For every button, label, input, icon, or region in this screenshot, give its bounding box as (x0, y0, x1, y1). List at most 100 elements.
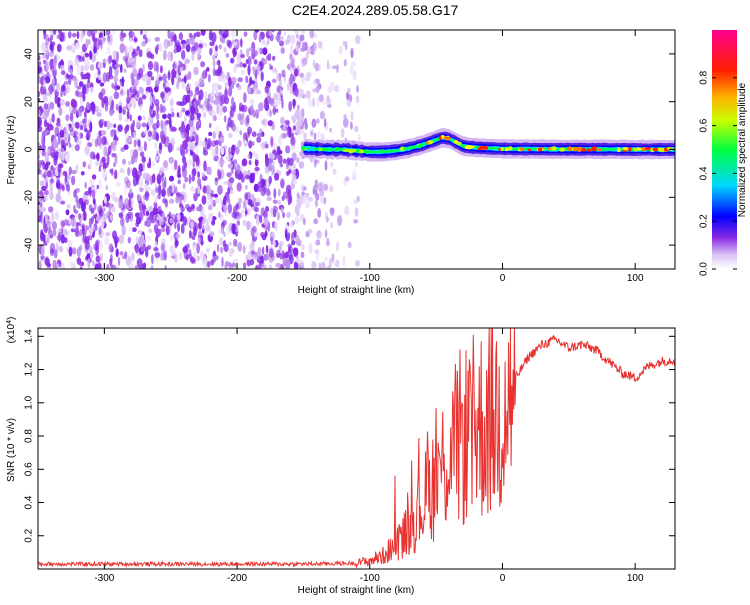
spectrogram-noise-blob (96, 135, 103, 147)
spectrogram-noise-blob (42, 79, 47, 90)
spectrogram-noise-blob (43, 189, 50, 196)
spectrogram-noise-blob (97, 205, 103, 214)
spectrogram-noise-blob (66, 45, 72, 51)
spectrogram-track-hotspot (559, 147, 566, 152)
spectrogram-noise-blob (292, 98, 296, 107)
spectrogram-noise-blob (141, 122, 147, 128)
spectrogram-noise-blob (143, 262, 146, 269)
spectrogram-track-hotspot (657, 147, 662, 152)
spectrogram-ytick-label: 40 (24, 48, 35, 60)
spectrogram-noise-blob (257, 185, 262, 193)
spectrogram-noise-blob (274, 108, 279, 113)
spectrogram-noise-blob (145, 173, 151, 182)
spectrogram-noise-blob (263, 217, 269, 227)
spectrogram-noise-blob (243, 139, 248, 145)
spectrogram-noise-blob (43, 222, 48, 234)
spectrogram-noise-blob (328, 63, 332, 70)
spectrogram-noise-blob (222, 220, 226, 228)
spectrogram-noise-blob (207, 143, 211, 148)
spectrogram-noise-blob (240, 163, 243, 173)
spectrogram-noise-blob (282, 158, 287, 164)
spectrogram-noise-blob (150, 53, 155, 60)
spectrogram-noise-blob (148, 206, 153, 212)
spectrogram-noise-blob (323, 197, 327, 205)
spectrogram-noise-blob (171, 182, 175, 194)
spectrogram-noise-blob (130, 72, 135, 80)
spectrogram-noise-blob (45, 237, 49, 244)
spectrogram-noise-blob (136, 46, 140, 51)
spectrogram-noise-blob (58, 245, 64, 253)
spectrogram-noise-blob (268, 248, 274, 258)
spectrogram-noise-blob (207, 193, 212, 200)
spectrogram-noise-blob (40, 41, 46, 53)
spectrogram-noise-blob (297, 88, 303, 97)
spectrogram-noise-region (38, 30, 361, 269)
spectrogram-noise-blob (230, 57, 235, 64)
spectrogram-noise-blob (149, 106, 152, 115)
spectrogram-noise-blob (141, 203, 146, 210)
spectrogram-noise-blob (269, 109, 272, 117)
spectrogram-noise-blob (38, 97, 41, 102)
spectrogram-noise-blob (147, 116, 153, 127)
spectrogram-noise-blob (59, 171, 63, 177)
spectrogram-noise-blob (247, 56, 252, 66)
spectrogram-noise-blob (58, 30, 62, 35)
spectrogram-noise-blob (240, 53, 245, 59)
spectrogram-noise-blob (210, 89, 215, 97)
spectrogram-noise-blob (211, 110, 217, 122)
spectrogram-noise-blob (60, 262, 65, 269)
spectrogram-noise-blob (167, 40, 171, 47)
spectrogram-noise-blob (127, 236, 132, 244)
spectrogram-noise-blob (288, 62, 292, 71)
spectrogram-noise-blob (123, 144, 129, 150)
spectrogram-noise-blob (102, 168, 107, 179)
spectrogram-noise-blob (105, 30, 111, 36)
spectrogram-noise-blob (45, 213, 48, 224)
spectrogram-noise-blob (351, 62, 356, 67)
spectrogram-noise-blob (163, 250, 168, 261)
spectrogram-noise-blob (55, 211, 59, 221)
spectrogram-noise-blob (283, 31, 287, 36)
spectrogram-track-hotspot (627, 147, 632, 152)
spectrogram-noise-blob (185, 110, 190, 116)
spectrogram-noise-blob (209, 47, 213, 56)
snr-ytick-label: 0.6 (24, 462, 35, 476)
spectrogram-noise-blob (353, 198, 358, 205)
spectrogram-noise-blob (109, 109, 115, 114)
spectrogram-noise-blob (40, 255, 45, 261)
spectrogram-noise-blob (98, 240, 103, 251)
spectrogram-noise-blob (208, 166, 212, 176)
spectrogram-noise-blob (301, 63, 305, 68)
spectrogram-noise-blob (305, 51, 309, 60)
spectrogram-noise-blob (156, 216, 161, 221)
spectrogram-noise-blob (131, 154, 135, 165)
spectrogram-noise-blob (201, 195, 207, 205)
spectrogram-noise-blob (102, 58, 108, 64)
spectrogram-noise-blob (147, 70, 153, 78)
colorbar-tick-label: 0.2 (699, 214, 710, 228)
spectrogram-noise-blob (74, 188, 77, 199)
spectrogram-noise-blob (130, 97, 136, 107)
spectrogram-noise-blob (49, 234, 53, 239)
spectrogram-noise-blob (115, 181, 121, 187)
spectrogram-noise-blob (52, 138, 58, 150)
spectrogram-noise-blob (76, 30, 80, 40)
spectrogram-noise-blob (179, 110, 183, 117)
spectrogram-noise-blob (260, 61, 264, 70)
spectrogram-noise-blob (329, 207, 335, 217)
spectrogram-noise-blob (43, 195, 48, 202)
spectrogram-noise-blob (170, 235, 173, 242)
snr-ytick-label: 0.4 (24, 495, 35, 509)
spectrogram-noise-blob (103, 146, 108, 157)
spectrogram-noise-blob (199, 104, 203, 109)
spectrogram-noise-blob (331, 253, 335, 263)
spectrogram-noise-blob (323, 117, 327, 128)
spectrogram-noise-blob (260, 207, 265, 217)
spectrogram-noise-blob (65, 114, 70, 122)
spectrogram-noise-blob (182, 182, 186, 190)
colorbar-tick-label: 0.6 (699, 118, 710, 132)
spectrogram-noise-blob (195, 99, 199, 107)
spectrogram-noise-blob (112, 144, 117, 152)
spectrogram-track-hotspot (391, 149, 396, 153)
spectrogram-noise-blob (327, 103, 332, 108)
